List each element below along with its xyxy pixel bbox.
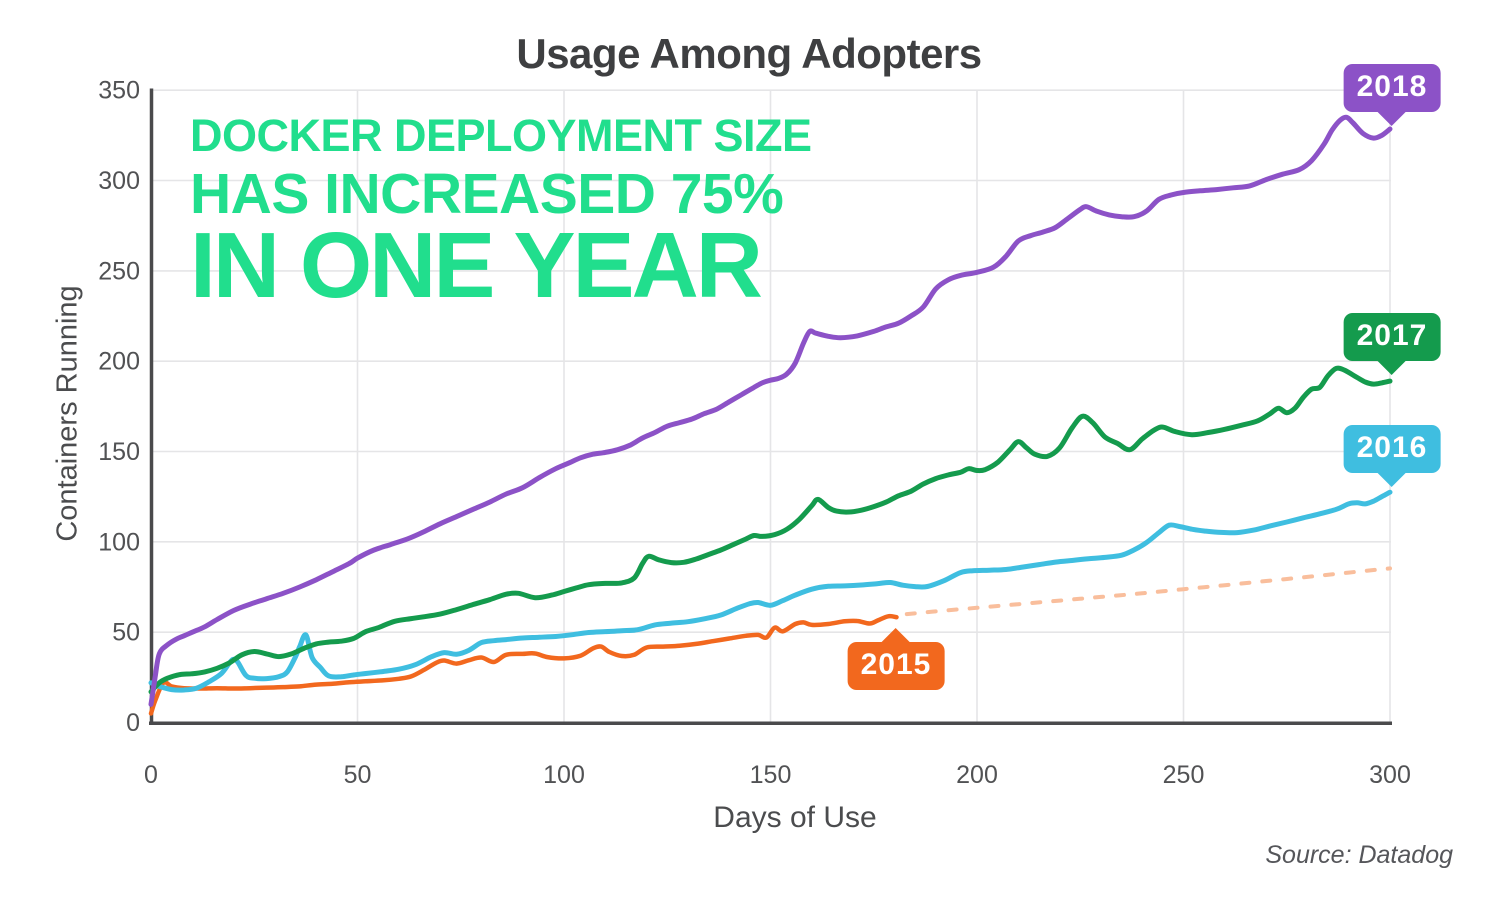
line-2015 [148,613,899,716]
year-badge-label: 2017 [1356,319,1428,352]
y-tick-150: 150 [98,438,140,466]
x-tick-250: 250 [1163,761,1205,789]
source-credit: Source: Datadog [1265,841,1453,869]
x-tick-0: 0 [144,761,158,789]
year-badge-label: 2018 [1356,70,1428,103]
year-badge-label: 2015 [860,648,932,681]
y-tick-50: 50 [112,619,140,647]
year-badge-label: 2016 [1356,431,1428,464]
year-badge-2017: 2017 [1343,313,1441,375]
y-tick-350: 350 [98,77,140,105]
x-tick-50: 50 [344,761,372,789]
page-title: Usage Among Adopters [516,30,982,77]
line-2018 [148,114,1393,707]
line-2015-projection [904,566,1392,617]
y-tick-200: 200 [98,348,140,376]
x-tick-300: 300 [1369,761,1411,789]
x-tick-150: 150 [750,761,792,789]
x-tick-100: 100 [543,761,585,789]
year-badge-2018: 2018 [1343,64,1441,126]
year-badge-2015: 2015 [847,628,945,690]
y-axis-label: Containers Running [51,285,84,542]
x-tick-200: 200 [956,761,998,789]
y-tick-100: 100 [98,528,140,556]
y-tick-300: 300 [98,167,140,195]
year-badge-2016: 2016 [1343,425,1441,487]
line-2017 [148,365,1393,695]
y-tick-250: 250 [98,257,140,285]
y-tick-0: 0 [126,709,140,737]
x-axis-label: Days of Use [713,801,877,834]
